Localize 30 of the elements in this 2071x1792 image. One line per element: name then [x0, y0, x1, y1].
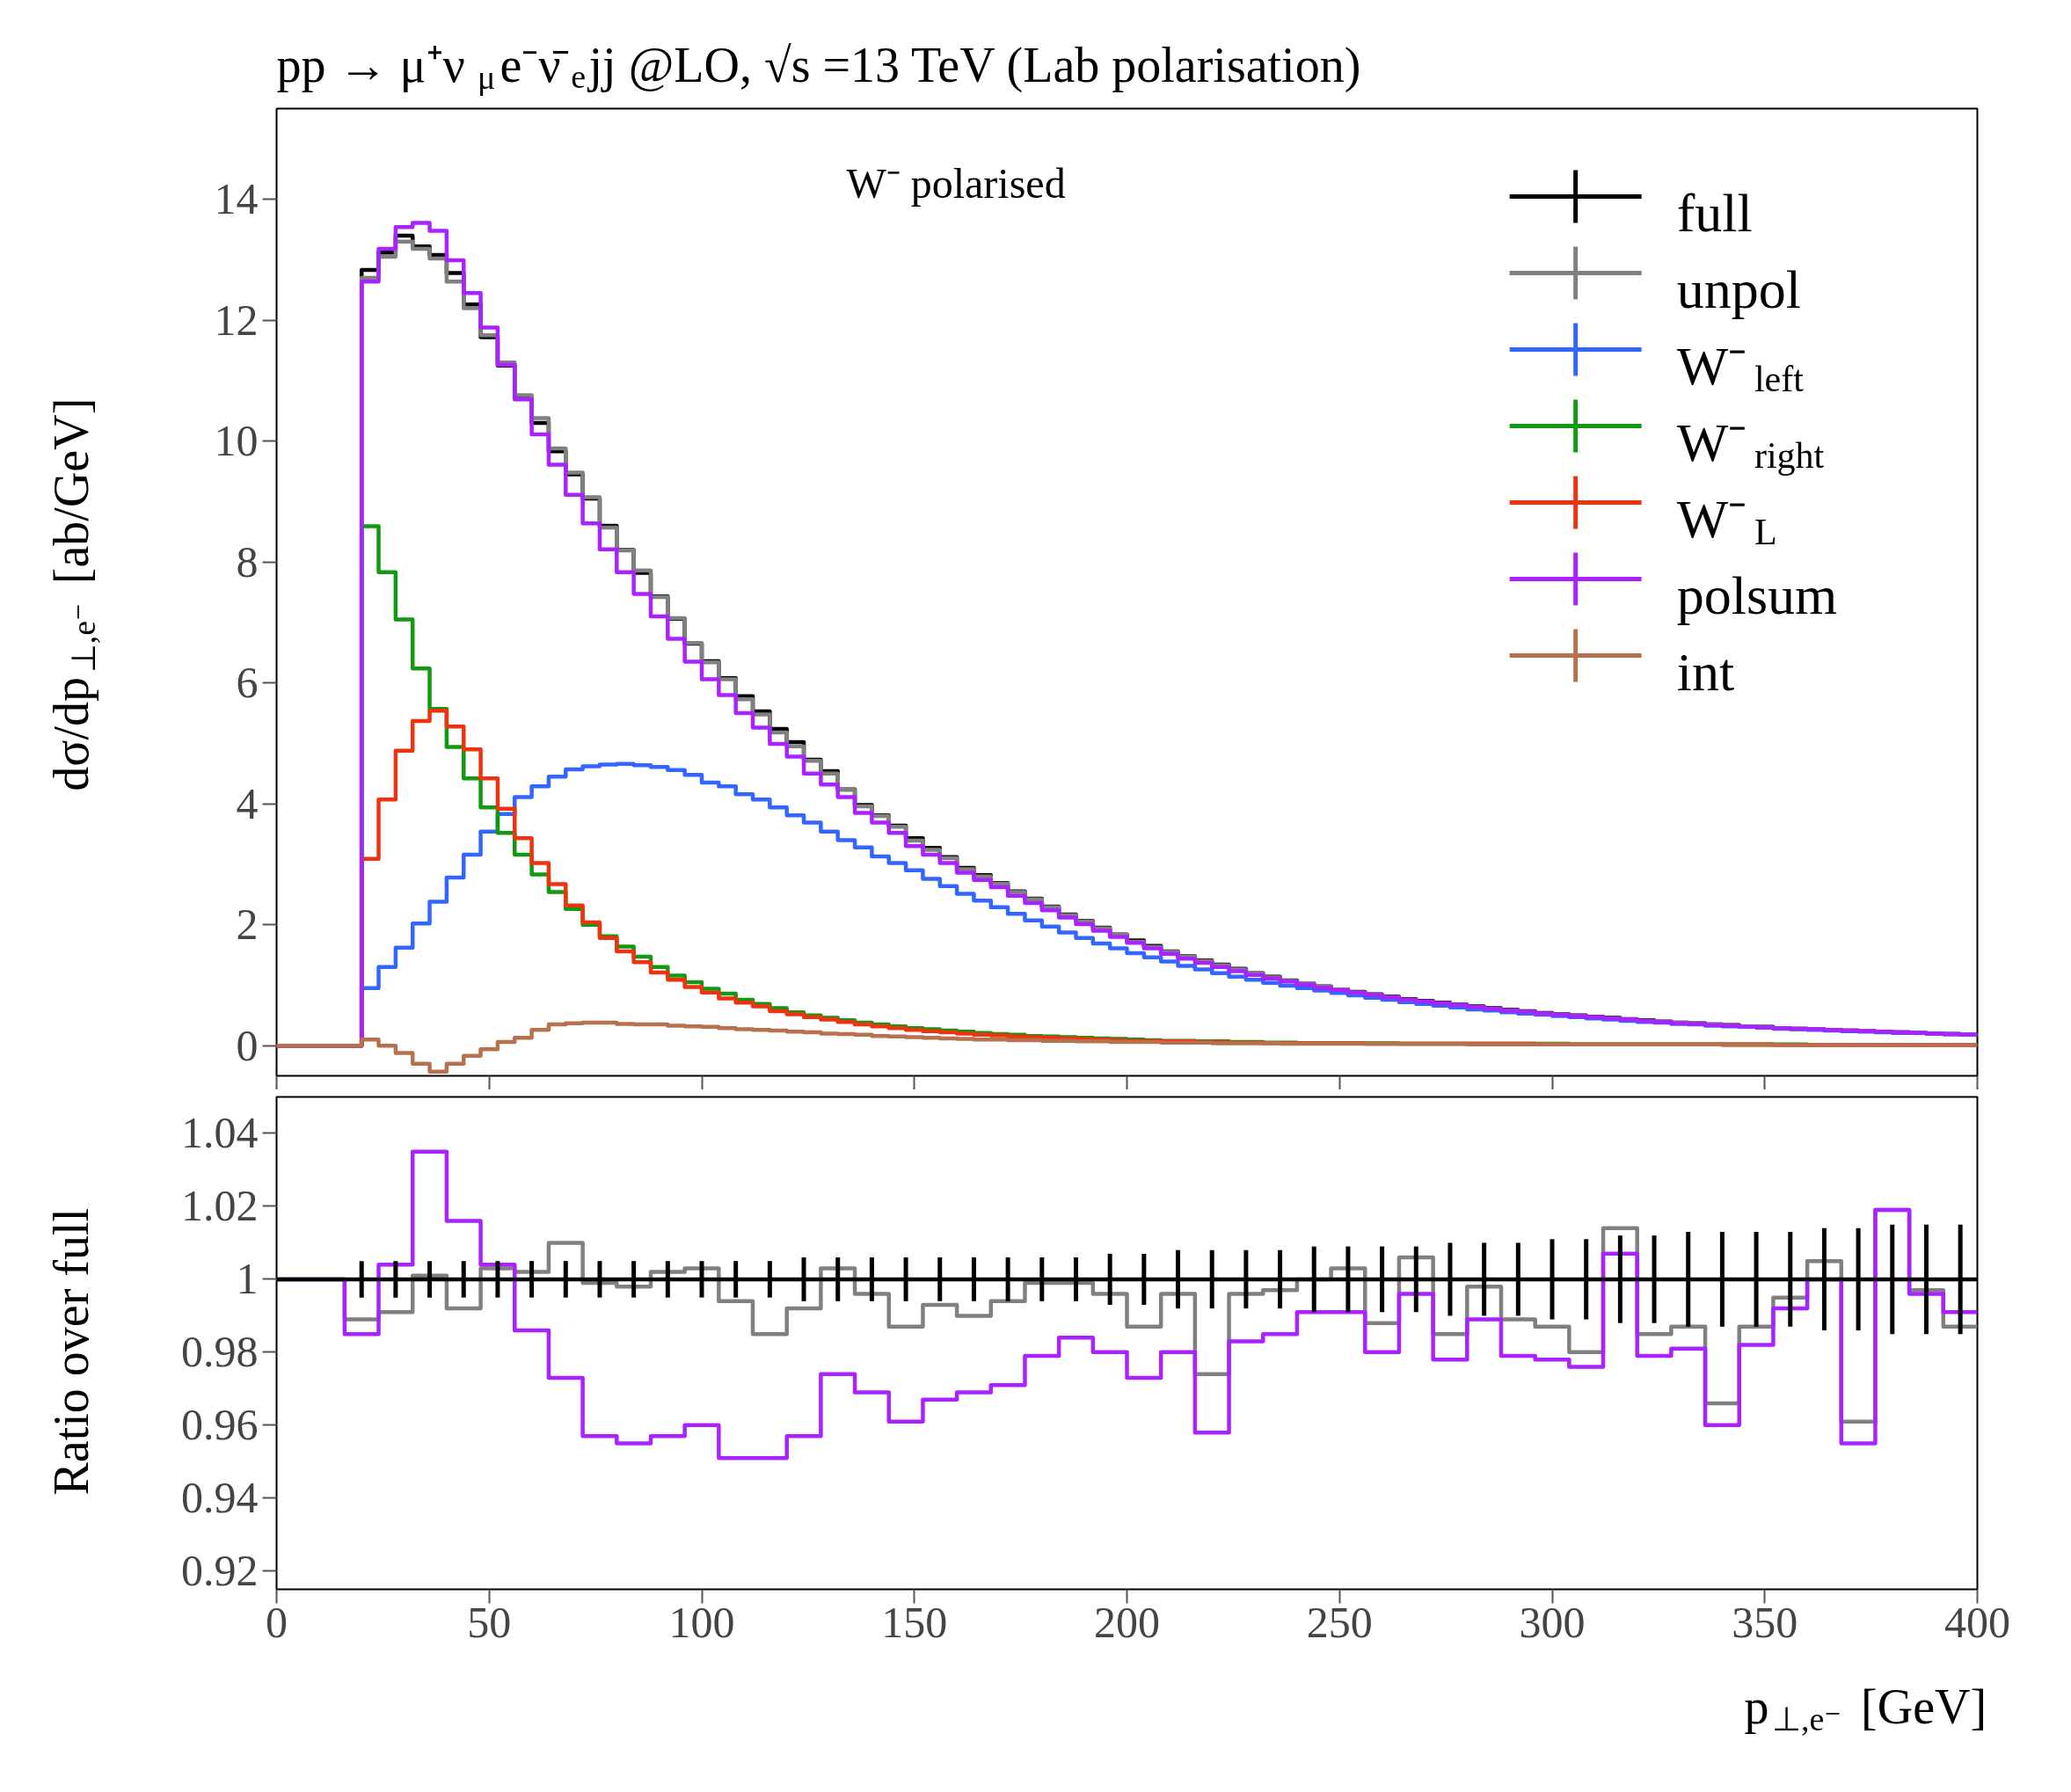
y-tick-label: 8 [236, 536, 259, 586]
y-tick-label: 0.98 [181, 1327, 259, 1377]
y-tick-label: 14 [214, 174, 259, 224]
y-tick-label: 2 [236, 900, 259, 950]
x-tick-label: 250 [1306, 1597, 1373, 1647]
y-tick-label: 10 [214, 416, 259, 466]
y-axis-title: Ratio over full [43, 1207, 98, 1496]
y-axis-title: dσ/dp⊥,e⁻ [ab/GeV] [43, 397, 102, 791]
legend-label: polsum [1676, 565, 1838, 625]
x-tick-label: 300 [1519, 1597, 1586, 1647]
y-tick-label: 1.02 [181, 1181, 259, 1231]
legend-label: full [1676, 182, 1753, 243]
y-tick-label: 1.04 [181, 1108, 259, 1158]
x-tick-label: 150 [881, 1597, 948, 1647]
annotation: W⁻ polarised [846, 160, 1066, 207]
x-tick-label: 50 [467, 1597, 512, 1647]
x-tick-label: 400 [1944, 1597, 2010, 1647]
y-tick-label: 12 [214, 295, 259, 345]
y-tick-label: 1 [236, 1254, 259, 1304]
x-tick-label: 350 [1732, 1597, 1798, 1647]
legend-label: unpol [1676, 259, 1801, 319]
y-tick-label: 6 [236, 658, 259, 708]
y-tick-label: 0.92 [181, 1546, 259, 1596]
x-tick-label: 200 [1094, 1597, 1160, 1647]
x-tick-label: 100 [668, 1597, 735, 1647]
y-tick-label: 0 [236, 1020, 259, 1070]
y-tick-label: 0.96 [181, 1400, 259, 1450]
y-tick-label: 4 [236, 778, 259, 828]
legend-label: int [1676, 641, 1735, 702]
y-tick-label: 0.94 [181, 1473, 259, 1523]
